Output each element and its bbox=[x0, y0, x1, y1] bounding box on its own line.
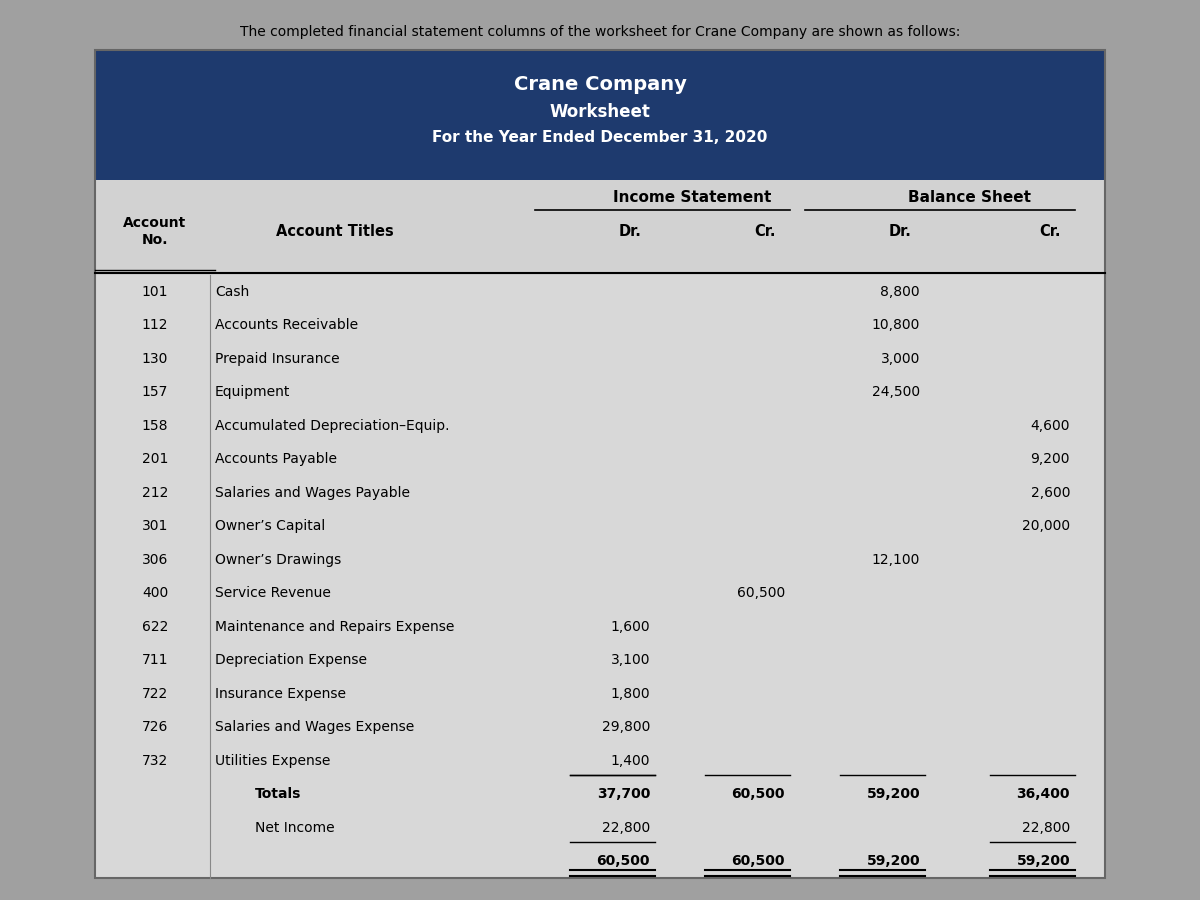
Text: 24,500: 24,500 bbox=[872, 385, 920, 400]
Text: Salaries and Wages Expense: Salaries and Wages Expense bbox=[215, 720, 414, 734]
Text: 400: 400 bbox=[142, 586, 168, 600]
Text: 4,600: 4,600 bbox=[1031, 418, 1070, 433]
Text: Insurance Expense: Insurance Expense bbox=[215, 687, 346, 701]
Bar bbox=[95, 610, 1105, 644]
Text: Accounts Payable: Accounts Payable bbox=[215, 452, 337, 466]
Text: 3,000: 3,000 bbox=[881, 352, 920, 365]
Bar bbox=[95, 509, 1105, 543]
Text: 10,800: 10,800 bbox=[871, 319, 920, 332]
Text: 59,200: 59,200 bbox=[866, 788, 920, 801]
Bar bbox=[95, 180, 1105, 275]
Text: Crane Company: Crane Company bbox=[514, 76, 686, 94]
Bar bbox=[95, 744, 1105, 778]
Bar bbox=[95, 342, 1105, 375]
Text: 59,200: 59,200 bbox=[866, 854, 920, 868]
Text: 306: 306 bbox=[142, 553, 168, 567]
Text: 22,800: 22,800 bbox=[601, 821, 650, 835]
Text: 9,200: 9,200 bbox=[1031, 452, 1070, 466]
Text: 732: 732 bbox=[142, 754, 168, 768]
Text: Income Statement: Income Statement bbox=[613, 190, 772, 204]
Bar bbox=[95, 309, 1105, 342]
Text: Balance Sheet: Balance Sheet bbox=[908, 190, 1032, 204]
Text: Salaries and Wages Payable: Salaries and Wages Payable bbox=[215, 486, 410, 500]
Text: Depreciation Expense: Depreciation Expense bbox=[215, 653, 367, 667]
Text: 1,400: 1,400 bbox=[611, 754, 650, 768]
Text: 1,800: 1,800 bbox=[611, 687, 650, 701]
Bar bbox=[95, 778, 1105, 811]
Text: 59,200: 59,200 bbox=[1016, 854, 1070, 868]
Text: 158: 158 bbox=[142, 418, 168, 433]
Text: Maintenance and Repairs Expense: Maintenance and Repairs Expense bbox=[215, 620, 455, 634]
Text: 726: 726 bbox=[142, 720, 168, 734]
Text: 201: 201 bbox=[142, 452, 168, 466]
Text: 37,700: 37,700 bbox=[596, 788, 650, 801]
Text: 3,100: 3,100 bbox=[611, 653, 650, 667]
Bar bbox=[95, 577, 1105, 610]
Text: Owner’s Capital: Owner’s Capital bbox=[215, 519, 325, 533]
Text: Dr.: Dr. bbox=[888, 224, 912, 239]
Text: Account Titles: Account Titles bbox=[276, 224, 394, 239]
Text: No.: No. bbox=[142, 233, 168, 247]
Text: 36,400: 36,400 bbox=[1016, 788, 1070, 801]
Text: Accumulated Depreciation–Equip.: Accumulated Depreciation–Equip. bbox=[215, 418, 450, 433]
Text: Net Income: Net Income bbox=[256, 821, 335, 835]
Text: For the Year Ended December 31, 2020: For the Year Ended December 31, 2020 bbox=[432, 130, 768, 146]
Bar bbox=[95, 50, 1105, 878]
Bar bbox=[95, 375, 1105, 409]
Text: 212: 212 bbox=[142, 486, 168, 500]
Bar bbox=[95, 409, 1105, 443]
Text: 130: 130 bbox=[142, 352, 168, 365]
Text: Utilities Expense: Utilities Expense bbox=[215, 754, 330, 768]
Text: The completed financial statement columns of the worksheet for Crane Company are: The completed financial statement column… bbox=[240, 25, 960, 39]
Text: 12,100: 12,100 bbox=[871, 553, 920, 567]
Text: 8,800: 8,800 bbox=[881, 284, 920, 299]
Bar bbox=[95, 844, 1105, 878]
Bar bbox=[95, 275, 1105, 878]
Text: Cr.: Cr. bbox=[755, 224, 775, 239]
Text: Dr.: Dr. bbox=[618, 224, 642, 239]
Text: 112: 112 bbox=[142, 319, 168, 332]
Text: 60,500: 60,500 bbox=[596, 854, 650, 868]
Text: 622: 622 bbox=[142, 620, 168, 634]
Bar bbox=[95, 275, 1105, 309]
Bar bbox=[95, 677, 1105, 710]
Text: 711: 711 bbox=[142, 653, 168, 667]
Text: Accounts Receivable: Accounts Receivable bbox=[215, 319, 358, 332]
Text: 2,600: 2,600 bbox=[1031, 486, 1070, 500]
Bar bbox=[95, 644, 1105, 677]
Text: Account: Account bbox=[124, 216, 187, 230]
Bar bbox=[95, 50, 1105, 180]
Text: Owner’s Drawings: Owner’s Drawings bbox=[215, 553, 341, 567]
Text: Cr.: Cr. bbox=[1039, 224, 1061, 239]
Text: 22,800: 22,800 bbox=[1021, 821, 1070, 835]
Text: 29,800: 29,800 bbox=[601, 720, 650, 734]
Text: 301: 301 bbox=[142, 519, 168, 533]
Text: 20,000: 20,000 bbox=[1022, 519, 1070, 533]
Bar bbox=[95, 476, 1105, 509]
Text: Cash: Cash bbox=[215, 284, 250, 299]
Text: 157: 157 bbox=[142, 385, 168, 400]
Bar bbox=[95, 443, 1105, 476]
Text: 101: 101 bbox=[142, 284, 168, 299]
Text: 60,500: 60,500 bbox=[737, 586, 785, 600]
Text: 722: 722 bbox=[142, 687, 168, 701]
Text: Worksheet: Worksheet bbox=[550, 103, 650, 121]
Text: Service Revenue: Service Revenue bbox=[215, 586, 331, 600]
Text: Prepaid Insurance: Prepaid Insurance bbox=[215, 352, 340, 365]
Bar bbox=[95, 543, 1105, 577]
Text: Totals: Totals bbox=[256, 788, 301, 801]
Text: 1,600: 1,600 bbox=[611, 620, 650, 634]
Text: Equipment: Equipment bbox=[215, 385, 290, 400]
Text: 60,500: 60,500 bbox=[732, 788, 785, 801]
Text: 60,500: 60,500 bbox=[732, 854, 785, 868]
Bar bbox=[95, 710, 1105, 744]
Bar bbox=[95, 811, 1105, 844]
